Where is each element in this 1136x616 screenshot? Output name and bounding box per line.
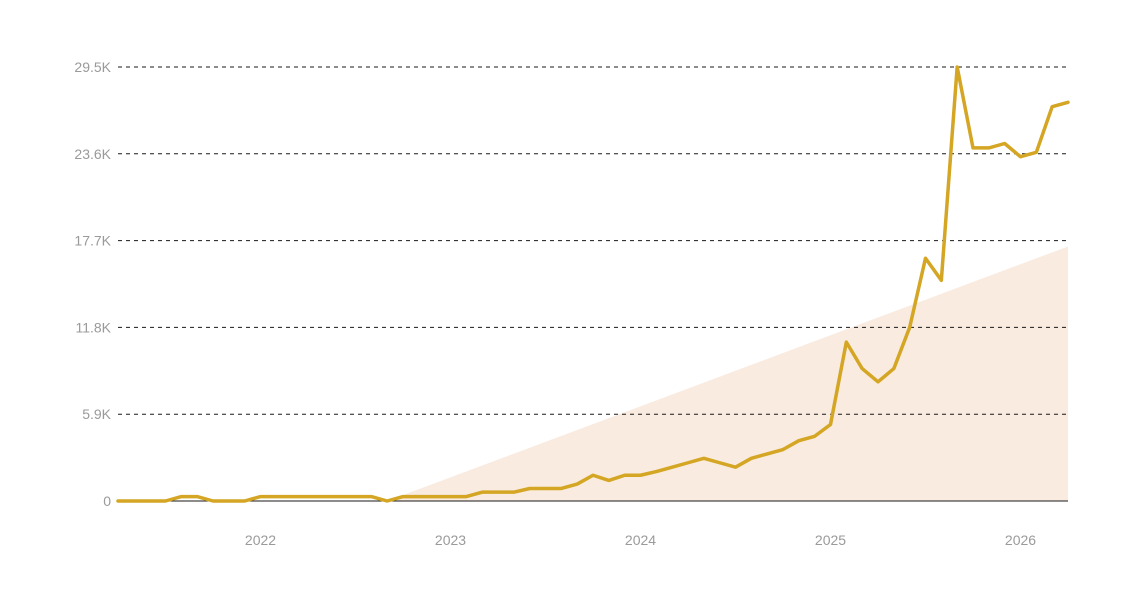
series-line [116,65,1070,503]
y-tick-label: 17.7K [74,233,111,249]
gridlines [118,66,1068,502]
x-tick-label: 2025 [815,532,846,548]
x-tick-label: 2022 [245,532,276,548]
y-tick-label: 5.9K [82,406,111,422]
series-line-layer [116,65,1070,503]
x-tick-label: 2024 [625,532,656,548]
x-tick-label: 2026 [1005,532,1036,548]
y-axis-ticks: 0 5.9K 11.8K 17.7K 23.6K 29.5K [74,59,111,509]
shaded-area-layer [387,246,1069,501]
y-tick-label: 29.5K [74,59,111,75]
y-tick-label: 11.8K [75,319,111,335]
y-tick-label: 23.6K [74,146,111,162]
y-tick-label: 0 [103,493,111,509]
x-tick-label: 2023 [435,532,466,548]
x-axis-ticks: 2022 2023 2024 2025 2026 [245,532,1036,548]
shaded-area [387,246,1069,501]
